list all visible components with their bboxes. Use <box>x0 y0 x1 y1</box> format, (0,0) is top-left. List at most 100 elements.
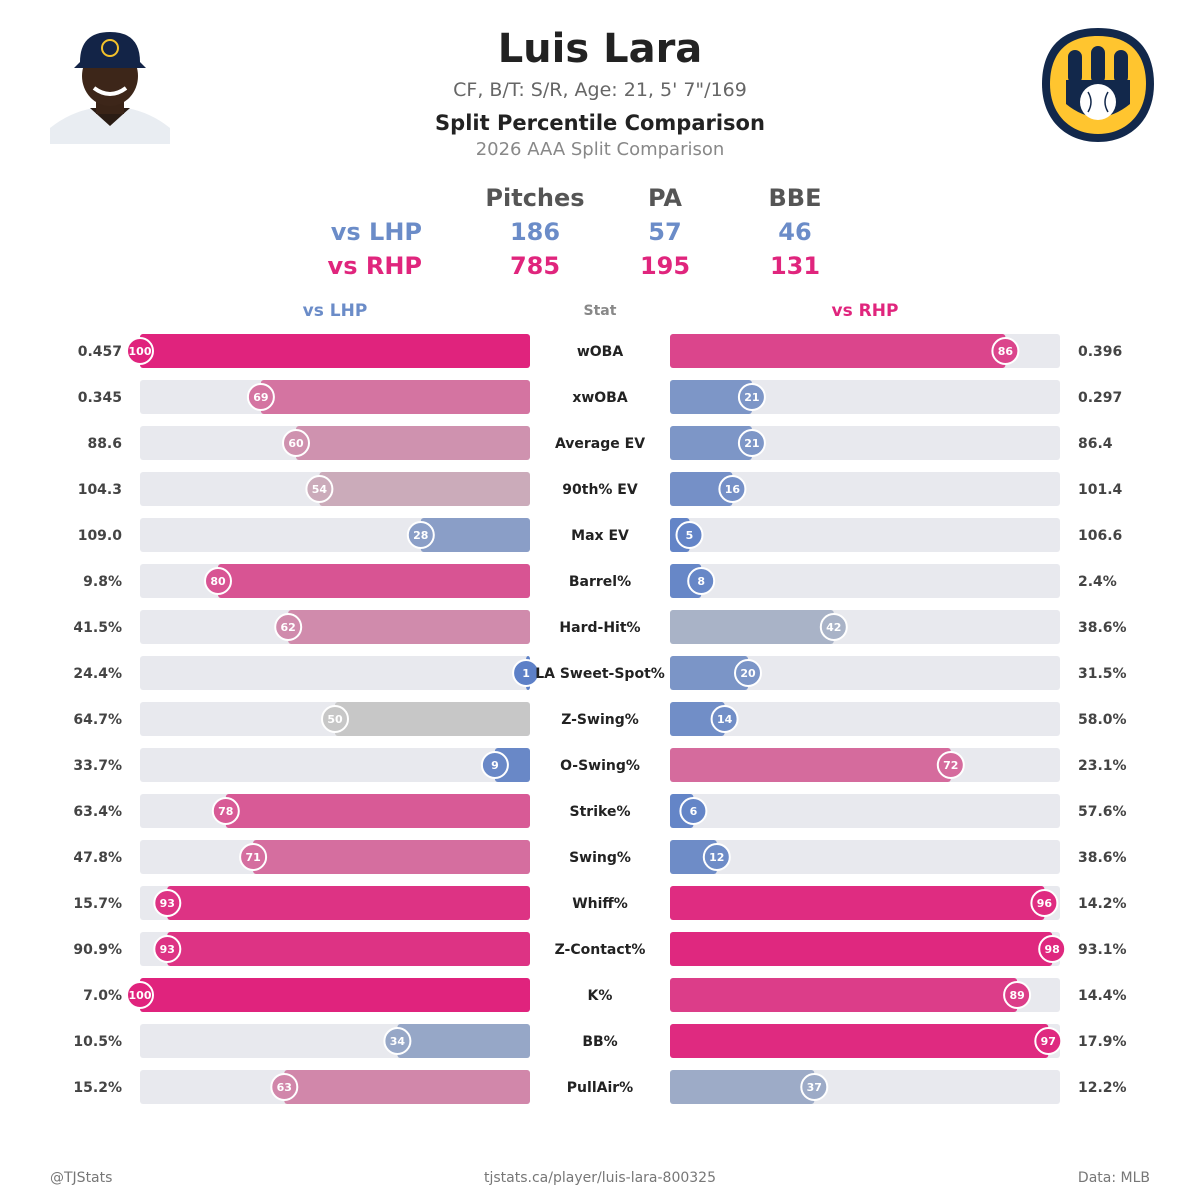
lhp-value: 0.345 <box>78 390 122 406</box>
stat-label: Z-Swing% <box>561 712 639 728</box>
lhp-percentile-marker <box>126 337 154 365</box>
player-info: CF, B/T: S/R, Age: 21, 5' 7"/169 <box>453 79 747 101</box>
rhp-percentile-label: 6 <box>690 805 698 818</box>
rhp-value: 23.1% <box>1078 758 1127 774</box>
lhp-percentile-marker <box>305 475 334 503</box>
rhp-bar <box>670 1070 815 1104</box>
rhp-value: 2.4% <box>1078 574 1117 590</box>
rhp-percentile-label: 5 <box>686 529 694 542</box>
rhp-percentile-marker <box>819 613 848 641</box>
stat-label: xwOBA <box>572 390 628 406</box>
lhp-bar <box>397 1024 530 1058</box>
rhp-percentile-marker <box>800 1073 829 1101</box>
player-name: Luis Lara <box>497 26 703 72</box>
summary-label-lhp: vs LHP <box>330 218 422 246</box>
summary-rhp-bbe: 131 <box>769 252 821 280</box>
rhp-value: 57.6% <box>1078 804 1127 820</box>
rhp-percentile-marker <box>675 521 704 549</box>
stat-label: Whiff% <box>572 896 628 912</box>
stat-label: BB% <box>582 1034 617 1050</box>
footer-url[interactable]: tjstats.ca/player/luis-lara-800325 <box>484 1170 716 1186</box>
stat-label: Barrel% <box>569 574 631 590</box>
rhp-bar <box>670 656 748 690</box>
rhp-track <box>670 472 1060 506</box>
rhp-bar <box>670 840 717 874</box>
rhp-value: 101.4 <box>1078 482 1123 498</box>
footer-source: Data: MLB <box>1077 1170 1150 1186</box>
rhp-percentile-marker <box>734 659 762 687</box>
rhp-percentile-label: 98 <box>1045 943 1060 956</box>
rhp-percentile-marker <box>936 751 965 779</box>
lhp-track <box>140 656 530 690</box>
rhp-bar <box>670 978 1018 1012</box>
rhp-percentile-label: 21 <box>744 437 759 450</box>
rhp-bar <box>670 886 1045 920</box>
rhp-track <box>670 794 1060 828</box>
lhp-percentile-label: 100 <box>129 345 152 358</box>
lhp-percentile-marker <box>211 797 240 825</box>
rhp-value: 0.297 <box>1078 390 1122 406</box>
lhp-value: 109.0 <box>78 528 123 544</box>
lhp-bar <box>420 518 530 552</box>
rhp-value: 38.6% <box>1078 620 1127 636</box>
lhp-value: 15.2% <box>73 1080 122 1096</box>
rhp-track <box>670 656 1060 690</box>
rhp-value: 12.2% <box>1078 1080 1127 1096</box>
stat-label: Swing% <box>569 850 631 866</box>
rhp-bar <box>670 702 725 736</box>
lhp-percentile-label: 62 <box>281 621 296 634</box>
summary-header-pa: PA <box>648 184 682 212</box>
lhp-percentile-marker <box>204 567 232 595</box>
lhp-percentile-marker <box>126 981 154 1009</box>
lhp-bar <box>167 886 531 920</box>
lhp-percentile-marker <box>274 613 303 641</box>
summary-header-pitches: Pitches <box>485 184 585 212</box>
lhp-percentile-label: 80 <box>210 575 226 588</box>
column-header-lhp: vs LHP <box>302 301 368 321</box>
lhp-value: 7.0% <box>83 988 122 1004</box>
stat-label: K% <box>588 988 613 1004</box>
rhp-percentile-label: 89 <box>1009 989 1024 1002</box>
rhp-percentile-label: 14 <box>717 713 733 726</box>
lhp-value: 88.6 <box>87 436 122 452</box>
summary-header-bbe: BBE <box>768 184 822 212</box>
rhp-value: 14.4% <box>1078 988 1127 1004</box>
lhp-bar <box>296 426 530 460</box>
lhp-percentile-marker <box>321 705 349 733</box>
lhp-value: 64.7% <box>73 712 122 728</box>
lhp-value: 24.4% <box>73 666 122 682</box>
lhp-percentile-label: 9 <box>491 759 499 772</box>
lhp-percentile-label: 54 <box>312 483 328 496</box>
lhp-value: 10.5% <box>73 1034 122 1050</box>
lhp-percentile-label: 71 <box>245 851 260 864</box>
rhp-percentile-marker <box>687 567 716 595</box>
summary-lhp-pa: 57 <box>648 218 682 246</box>
rhp-percentile-marker <box>737 383 766 411</box>
rhp-track <box>670 564 1060 598</box>
lhp-percentile-label: 93 <box>160 943 175 956</box>
lhp-bar <box>167 932 531 966</box>
lhp-percentile-marker <box>153 889 182 917</box>
column-header-stat: Stat <box>583 303 617 319</box>
player-headshot <box>50 28 170 144</box>
rhp-percentile-label: 37 <box>807 1081 822 1094</box>
rhp-bar <box>670 748 951 782</box>
lhp-percentile-label: 100 <box>129 989 152 1002</box>
lhp-value: 63.4% <box>73 804 122 820</box>
stat-label: PullAir% <box>567 1080 633 1096</box>
rhp-track <box>670 426 1060 460</box>
rhp-percentile-label: 8 <box>697 575 705 588</box>
rhp-percentile-label: 86 <box>998 345 1014 358</box>
lhp-percentile-marker <box>282 429 310 457</box>
lhp-percentile-marker <box>270 1073 299 1101</box>
lhp-bar <box>253 840 530 874</box>
lhp-bar <box>288 610 530 644</box>
rhp-percentile-label: 12 <box>709 851 724 864</box>
rhp-percentile-marker <box>737 429 766 457</box>
rhp-bar <box>670 472 733 506</box>
lhp-value: 15.7% <box>73 896 122 912</box>
stat-label: Average EV <box>555 436 645 452</box>
lhp-value: 33.7% <box>73 758 122 774</box>
lhp-value: 104.3 <box>78 482 122 498</box>
stat-label: O-Swing% <box>560 758 640 774</box>
